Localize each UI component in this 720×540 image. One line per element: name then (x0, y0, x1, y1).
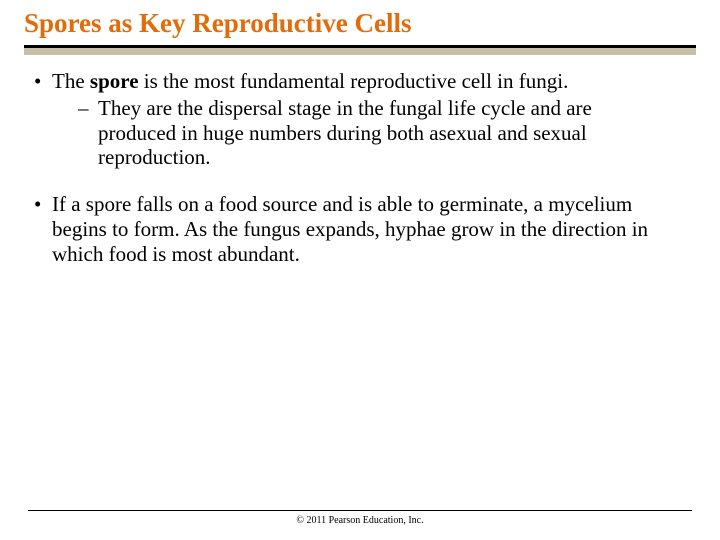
title-rule-wrap (0, 45, 720, 55)
bullet-prefix: The (52, 69, 90, 93)
sub-marker: – (78, 96, 98, 170)
slide-content: • The spore is the most fundamental repr… (0, 55, 720, 266)
bullet-bold: spore (90, 69, 139, 93)
bullet-item: • If a spore falls on a food source and … (34, 192, 674, 266)
bullet-text: The spore is the most fundamental reprod… (52, 69, 674, 170)
bullet-text: If a spore falls on a food source and is… (52, 192, 674, 266)
slide-title: Spores as Key Reproductive Cells (0, 8, 720, 45)
sub-bullet: – They are the dispersal stage in the fu… (52, 96, 674, 170)
footer-rule (28, 510, 692, 511)
bullet-marker: • (34, 192, 52, 266)
bullet-marker: • (34, 69, 52, 170)
bullet-item: • The spore is the most fundamental repr… (34, 69, 674, 170)
title-rule (24, 45, 696, 55)
slide-footer: © 2011 Pearson Education, Inc. (0, 510, 720, 526)
copyright-text: © 2011 Pearson Education, Inc. (0, 515, 720, 526)
bullet-rest: is the most fundamental reproductive cel… (139, 69, 569, 93)
slide: Spores as Key Reproductive Cells • The s… (0, 0, 720, 540)
sub-text: They are the dispersal stage in the fung… (98, 96, 674, 170)
